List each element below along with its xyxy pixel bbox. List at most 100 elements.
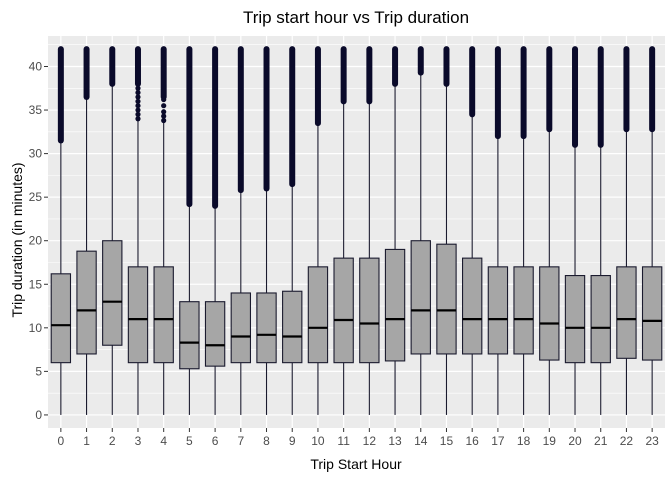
box-iqr: [513, 266, 534, 355]
x-tick-label: 17: [491, 434, 505, 448]
x-axis-title: Trip Start Hour: [310, 456, 402, 472]
y-tick-label: 15: [29, 277, 43, 291]
box-hour-22: [616, 46, 637, 415]
box-hour-20: [564, 46, 586, 415]
box-iqr: [384, 248, 406, 362]
y-axis-ticks: 0 5 10 15 20 25 30 35 40: [29, 59, 48, 422]
y-tick-label: 40: [29, 59, 43, 73]
box-hour-3: [127, 46, 149, 415]
x-tick-label: 0: [58, 434, 65, 448]
y-axis-title: Trip duration (in minutes): [9, 162, 25, 317]
outlier-point: [135, 94, 141, 100]
box-hour-4: [153, 46, 174, 415]
box-iqr: [590, 275, 611, 364]
box-iqr: [102, 240, 123, 346]
outlier-point: [135, 116, 141, 122]
box-iqr: [564, 275, 586, 364]
box-hour-2: [102, 46, 123, 415]
x-tick-label: 9: [289, 434, 296, 448]
outlier-point: [186, 55, 192, 61]
box-hour-10: [307, 46, 329, 415]
outlier-point: [161, 83, 167, 89]
outlier-point: [186, 177, 192, 183]
box-hour-19: [539, 46, 560, 415]
box-iqr: [436, 243, 457, 355]
box-hour-21: [590, 46, 611, 415]
box-iqr: [359, 257, 380, 364]
x-tick-label: 20: [568, 434, 582, 448]
x-tick-label: 13: [388, 434, 402, 448]
box-iqr: [282, 290, 303, 364]
x-tick-label: 7: [237, 434, 244, 448]
outlier-point: [161, 109, 167, 115]
box-hour-11: [333, 46, 354, 415]
x-tick-label: 5: [186, 434, 193, 448]
box-hour-6: [204, 46, 226, 415]
outlier-point: [186, 168, 192, 174]
box-iqr: [153, 266, 174, 364]
outlier-point: [135, 107, 141, 113]
outlier-point: [186, 81, 192, 87]
outlier-point: [186, 90, 192, 96]
outlier-point: [186, 194, 192, 200]
box-hour-8: [256, 46, 277, 415]
box-iqr: [256, 292, 277, 364]
outlier-point: [161, 50, 167, 57]
outlier-point: [186, 142, 192, 148]
x-tick-label: 15: [440, 434, 454, 448]
outlier-point: [161, 63, 167, 70]
x-tick-label: 1: [83, 434, 90, 448]
box-hour-0: [50, 46, 72, 415]
x-tick-label: 3: [135, 434, 142, 448]
outlier-point: [135, 90, 141, 96]
box-iqr: [487, 266, 509, 355]
box-iqr: [127, 266, 149, 364]
x-tick-label: 21: [594, 434, 608, 448]
box-iqr: [641, 266, 663, 361]
x-tick-label: 2: [109, 434, 116, 448]
outlier-point: [186, 116, 192, 122]
y-tick-label: 5: [35, 364, 42, 378]
outlier-point: [161, 117, 167, 124]
box-hour-1: [76, 46, 97, 415]
box-iqr: [410, 240, 431, 355]
x-tick-label: 14: [414, 434, 428, 448]
y-tick-label: 35: [29, 103, 43, 117]
outlier-point: [186, 63, 192, 70]
outlier-point: [135, 85, 141, 91]
box-iqr: [307, 266, 329, 364]
outlier-point: [161, 113, 167, 119]
box-iqr: [230, 292, 252, 364]
box-hour-9: [282, 46, 303, 415]
x-tick-label: 4: [160, 434, 167, 448]
box-iqr: [50, 273, 72, 364]
outlier-point: [186, 107, 192, 113]
outlier-point: [161, 103, 167, 109]
outlier-point: [186, 159, 192, 165]
box-iqr: [616, 266, 637, 359]
outlier-point: [161, 96, 167, 103]
outlier-point: [186, 151, 192, 157]
box-layer: [50, 46, 663, 415]
outlier-point: [186, 98, 192, 104]
x-tick-label: 12: [363, 434, 377, 448]
box-hour-12: [359, 46, 380, 415]
outlier-point: [161, 70, 167, 77]
plot-panel: [48, 36, 665, 428]
x-tick-label: 10: [311, 434, 325, 448]
y-tick-label: 25: [29, 190, 43, 204]
box-iqr: [179, 301, 200, 370]
outlier-point: [135, 98, 141, 104]
box-iqr: [333, 257, 354, 364]
box-hour-23: [641, 46, 663, 415]
box-hour-14: [410, 46, 431, 415]
x-tick-label: 6: [212, 434, 219, 448]
y-tick-label: 0: [35, 408, 42, 422]
outlier-point: [161, 56, 167, 63]
y-tick-label: 10: [29, 321, 43, 335]
outlier-point: [135, 111, 141, 117]
outlier-point: [186, 72, 192, 78]
box-iqr: [461, 257, 483, 355]
